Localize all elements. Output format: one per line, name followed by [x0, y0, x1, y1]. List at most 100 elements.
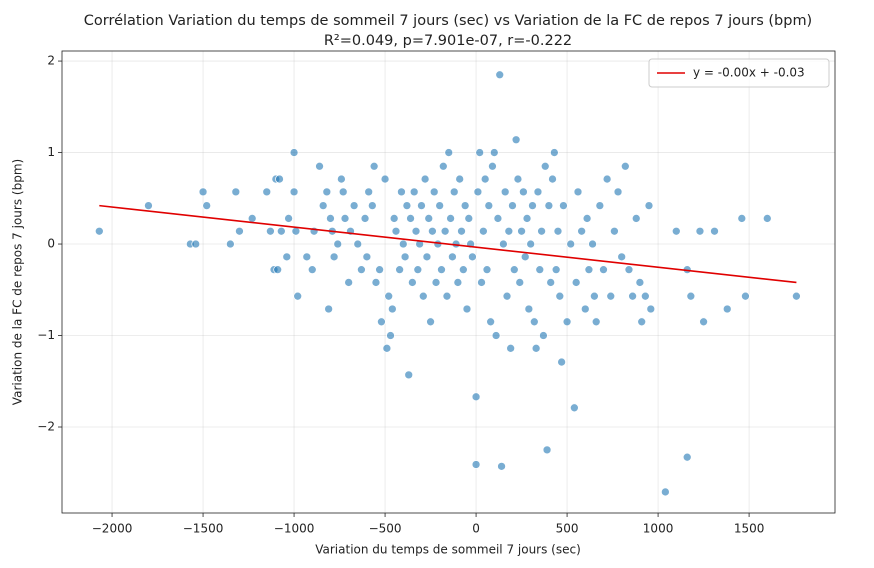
point [276, 226, 286, 236]
point [431, 278, 441, 287]
point [640, 291, 650, 301]
x-tick-label: −1000 [274, 522, 315, 536]
point [411, 226, 421, 236]
point [284, 214, 293, 223]
plot-frame [61, 50, 836, 514]
y-tick-label: 1 [47, 145, 55, 159]
x-tick-label: −2000 [92, 522, 133, 536]
point [289, 187, 299, 197]
point [191, 239, 201, 249]
point [380, 174, 390, 184]
point [533, 187, 543, 197]
point [553, 226, 563, 236]
point [262, 187, 272, 197]
point [384, 291, 394, 301]
point [539, 331, 548, 340]
point [364, 187, 374, 197]
point [457, 226, 466, 236]
point [686, 291, 696, 301]
point [500, 187, 510, 197]
point [511, 135, 521, 145]
point [762, 214, 772, 223]
point [557, 357, 566, 367]
point [549, 148, 559, 157]
point [460, 201, 470, 210]
point [404, 370, 414, 380]
point [491, 331, 501, 340]
point [537, 226, 546, 236]
point [397, 187, 406, 197]
point [449, 187, 459, 197]
point [357, 265, 366, 274]
point [293, 291, 303, 301]
point [520, 252, 530, 262]
point [464, 214, 474, 223]
point [479, 226, 488, 236]
point [455, 174, 465, 184]
point [559, 201, 568, 210]
y-tick-label: −2 [37, 420, 55, 434]
point [338, 187, 348, 197]
point [737, 214, 747, 223]
point [344, 278, 354, 287]
point [247, 214, 257, 223]
point [409, 187, 419, 197]
point [515, 278, 525, 287]
point [202, 201, 212, 210]
chart-subtitle: R²=0.049, p=7.901e-07, r=-0.222 [324, 33, 572, 49]
point [480, 174, 490, 184]
point [322, 187, 332, 197]
point [644, 201, 654, 210]
point [551, 265, 561, 274]
point [318, 201, 328, 210]
point [508, 201, 517, 210]
point [362, 252, 372, 262]
point [606, 291, 616, 301]
point [462, 304, 472, 314]
point [646, 304, 656, 314]
point [526, 239, 536, 249]
x-tick-label: −500 [369, 522, 402, 536]
point [418, 291, 428, 301]
point [710, 226, 719, 236]
point [266, 226, 275, 236]
point [486, 317, 495, 327]
point [531, 343, 541, 353]
point [544, 201, 554, 210]
y-tick-label: −1 [37, 328, 55, 342]
point [488, 161, 497, 171]
point [437, 265, 446, 274]
point [613, 187, 623, 197]
point [591, 317, 601, 327]
point [391, 226, 401, 236]
point [471, 392, 481, 402]
y-tick-label: 0 [47, 237, 55, 251]
point [424, 214, 434, 223]
point [610, 226, 619, 236]
point [369, 161, 379, 171]
point [661, 487, 670, 497]
point [282, 252, 292, 262]
point [428, 226, 437, 236]
point [590, 291, 599, 301]
point [570, 403, 579, 413]
point [340, 214, 350, 223]
point [302, 252, 312, 262]
point [741, 291, 750, 301]
point [495, 70, 505, 80]
point [571, 278, 581, 287]
point [144, 201, 153, 210]
fit-line [99, 204, 797, 284]
point [695, 226, 705, 236]
point [792, 291, 801, 301]
point [444, 148, 454, 157]
point [198, 187, 208, 197]
point [577, 226, 586, 236]
point [408, 278, 417, 287]
point [440, 226, 450, 236]
point [389, 214, 399, 223]
point [468, 252, 477, 262]
point [473, 187, 483, 197]
point [413, 265, 423, 274]
point [387, 304, 397, 314]
